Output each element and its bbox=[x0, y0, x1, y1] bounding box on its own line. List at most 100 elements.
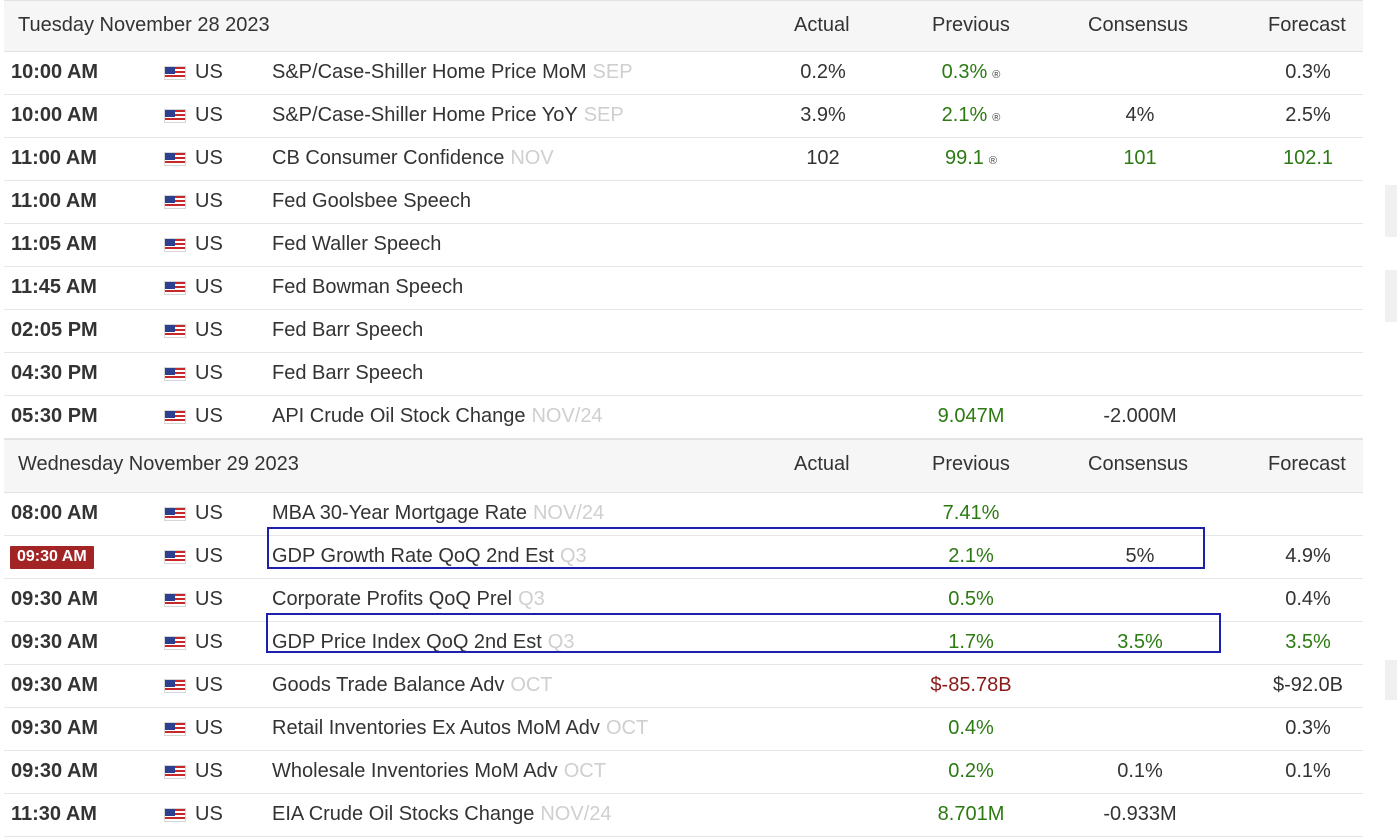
event-name-link[interactable]: S&P/Case-Shiller Home Price YoY SEP bbox=[272, 104, 624, 127]
event-row[interactable]: 11:30 AM US EIA Crude Oil Stocks Change NOV… bbox=[4, 794, 1363, 837]
event-country: US bbox=[195, 803, 223, 825]
event-name[interactable]: Fed Barr Speech bbox=[272, 319, 424, 341]
event-name[interactable]: Wholesale Inventories MoM Adv bbox=[272, 760, 558, 782]
event-name-link[interactable]: Goods Trade Balance Adv OCT bbox=[272, 674, 553, 697]
event-row[interactable]: 09:30 AM US GDP Price Index QoQ 2nd Est Q3 1… bbox=[4, 622, 1363, 665]
event-country: US bbox=[195, 190, 223, 212]
event-forecast: 2.5% bbox=[1248, 104, 1368, 127]
event-row[interactable]: 09:30 AM US Retail Inventories Ex Autos Mo… bbox=[4, 708, 1363, 751]
event-name-link[interactable]: Wholesale Inventories MoM Adv OCT bbox=[272, 760, 606, 783]
us-flag-icon bbox=[164, 808, 186, 822]
event-name-link[interactable]: Fed Waller Speech bbox=[272, 233, 441, 256]
event-name[interactable]: Fed Goolsbee Speech bbox=[272, 190, 472, 212]
event-row[interactable]: 04:30 PM US Fed Barr Speech bbox=[4, 353, 1363, 396]
event-country: US bbox=[195, 717, 223, 739]
col-forecast: Forecast bbox=[1268, 453, 1346, 475]
event-name-link[interactable]: S&P/Case-Shiller Home Price MoM SEP bbox=[272, 61, 633, 84]
event-name-link[interactable]: Fed Goolsbee Speech bbox=[272, 190, 471, 213]
economic-calendar: Tuesday November 28 2023 Actual Previous… bbox=[4, 0, 1363, 837]
event-name-link[interactable]: EIA Crude Oil Stocks Change NOV/24 bbox=[272, 803, 612, 826]
event-time: 11:05 AM bbox=[11, 233, 97, 255]
event-row[interactable]: 11:05 AM US Fed Waller Speech bbox=[4, 224, 1363, 267]
event-name[interactable]: CB Consumer Confidence bbox=[272, 147, 505, 169]
event-name[interactable]: Corporate Profits QoQ Prel bbox=[272, 588, 513, 610]
event-name[interactable]: GDP Growth Rate QoQ 2nd Est bbox=[272, 545, 554, 567]
event-row[interactable]: 09:30 AM US Corporate Profits QoQ Prel Q3 0.… bbox=[4, 579, 1363, 622]
consensus-value: 5% bbox=[1125, 545, 1155, 567]
event-name-link[interactable]: CB Consumer Confidence NOV bbox=[272, 147, 554, 170]
event-time: 09:30 AM bbox=[11, 588, 99, 610]
event-name-link[interactable]: Fed Bowman Speech bbox=[272, 276, 463, 299]
event-name-link[interactable]: API Crude Oil Stock Change NOV/24 bbox=[272, 405, 603, 428]
event-row[interactable]: 09:30 AM US Wholesale Inventories MoM Adv O… bbox=[4, 751, 1363, 794]
forecast-value: 0.3% bbox=[1285, 61, 1331, 83]
event-name[interactable]: MBA 30-Year Mortgage Rate bbox=[272, 502, 527, 524]
previous-value: 2.1% bbox=[941, 104, 988, 126]
previous-value: 0.2% bbox=[948, 760, 994, 782]
event-time: 11:30 AM bbox=[11, 803, 97, 825]
event-country: US bbox=[195, 319, 223, 341]
event-name[interactable]: Retail Inventories Ex Autos MoM Adv bbox=[272, 717, 600, 739]
event-name-link[interactable]: Fed Barr Speech bbox=[272, 319, 423, 342]
event-consensus: 4% bbox=[1080, 104, 1200, 127]
event-name-link[interactable]: Retail Inventories Ex Autos MoM Adv OCT bbox=[272, 717, 648, 740]
scrollbar-segment[interactable] bbox=[1385, 270, 1397, 322]
event-name[interactable]: EIA Crude Oil Stocks Change bbox=[272, 803, 535, 825]
event-name[interactable]: S&P/Case-Shiller Home Price MoM bbox=[272, 61, 587, 83]
event-row[interactable]: 08:00 AM US MBA 30-Year Mortgage Rate NOV/2… bbox=[4, 493, 1363, 536]
previous-value: 0.5% bbox=[948, 588, 994, 610]
previous-value: 99.1 bbox=[944, 147, 984, 169]
event-row[interactable]: 09:30 AM US Goods Trade Balance Adv OCT $-85… bbox=[4, 665, 1363, 708]
previous-value: 0.4% bbox=[948, 717, 994, 739]
event-name-link[interactable]: Fed Barr Speech bbox=[272, 362, 423, 385]
scrollbar-segment[interactable] bbox=[1385, 660, 1397, 700]
event-period: NOV/24 bbox=[540, 803, 612, 825]
event-forecast: $-92.0B bbox=[1248, 674, 1368, 697]
event-row[interactable]: 02:05 PM US Fed Barr Speech bbox=[4, 310, 1363, 353]
event-name-link[interactable]: Corporate Profits QoQ Prel Q3 bbox=[272, 588, 545, 611]
day-header: Tuesday November 28 2023 Actual Previous… bbox=[4, 0, 1363, 52]
day-date: Wednesday November 29 2023 bbox=[18, 453, 299, 475]
day-header: Wednesday November 29 2023 Actual Previo… bbox=[4, 439, 1363, 493]
event-country: US bbox=[195, 502, 223, 524]
event-previous: 0.2% bbox=[911, 760, 1031, 783]
event-name-link[interactable]: GDP Growth Rate QoQ 2nd Est Q3 bbox=[272, 545, 587, 568]
event-forecast: 0.3% bbox=[1248, 717, 1368, 740]
event-name[interactable]: Fed Waller Speech bbox=[272, 233, 442, 255]
event-country: US bbox=[195, 362, 223, 384]
event-previous: 0.3% ® bbox=[911, 61, 1031, 84]
event-name[interactable]: API Crude Oil Stock Change bbox=[272, 405, 526, 427]
event-row[interactable]: 11:00 AM US CB Consumer Confidence NOV 102 99… bbox=[4, 138, 1363, 181]
previous-value: $-85.78B bbox=[930, 674, 1012, 696]
scrollbar-segment[interactable] bbox=[1385, 185, 1397, 237]
event-name[interactable]: Fed Barr Speech bbox=[272, 362, 424, 384]
us-flag-icon bbox=[164, 367, 186, 381]
event-row[interactable]: 11:45 AM US Fed Bowman Speech bbox=[4, 267, 1363, 310]
event-country: US bbox=[195, 233, 223, 255]
event-country: US bbox=[195, 276, 223, 298]
event-period: Q3 bbox=[518, 588, 545, 610]
event-consensus: 3.5% bbox=[1080, 631, 1200, 654]
col-previous: Previous bbox=[932, 453, 1010, 475]
event-consensus: 5% bbox=[1080, 545, 1200, 568]
actual-value: 3.9% bbox=[800, 104, 846, 126]
event-consensus: 0.1% bbox=[1080, 760, 1200, 783]
event-row[interactable]: 09:30 AM US GDP Growth Rate QoQ 2nd Est Q3 2… bbox=[4, 536, 1363, 579]
event-name[interactable]: Goods Trade Balance Adv bbox=[272, 674, 505, 696]
event-row[interactable]: 10:00 AM US S&P/Case-Shiller Home Price Yo… bbox=[4, 95, 1363, 138]
event-period: OCT bbox=[605, 717, 649, 739]
event-name[interactable]: GDP Price Index QoQ 2nd Est bbox=[272, 631, 542, 653]
event-row[interactable]: 05:30 PM US API Crude Oil Stock Change NOV/… bbox=[4, 396, 1363, 439]
event-name[interactable]: S&P/Case-Shiller Home Price YoY bbox=[272, 104, 578, 126]
event-name-link[interactable]: MBA 30-Year Mortgage Rate NOV/24 bbox=[272, 502, 604, 525]
event-row[interactable]: 10:00 AM US S&P/Case-Shiller Home Price Mo… bbox=[4, 52, 1363, 95]
event-name-link[interactable]: GDP Price Index QoQ 2nd Est Q3 bbox=[272, 631, 574, 654]
us-flag-icon bbox=[164, 507, 186, 521]
event-name[interactable]: Fed Bowman Speech bbox=[272, 276, 464, 298]
revised-icon: ® bbox=[988, 155, 998, 167]
event-row[interactable]: 11:00 AM US Fed Goolsbee Speech bbox=[4, 181, 1363, 224]
event-period: OCT bbox=[563, 760, 606, 782]
event-time: 10:00 AM bbox=[11, 61, 99, 83]
event-previous: 7.41% bbox=[911, 502, 1031, 525]
actual-value: 0.2% bbox=[800, 61, 846, 83]
